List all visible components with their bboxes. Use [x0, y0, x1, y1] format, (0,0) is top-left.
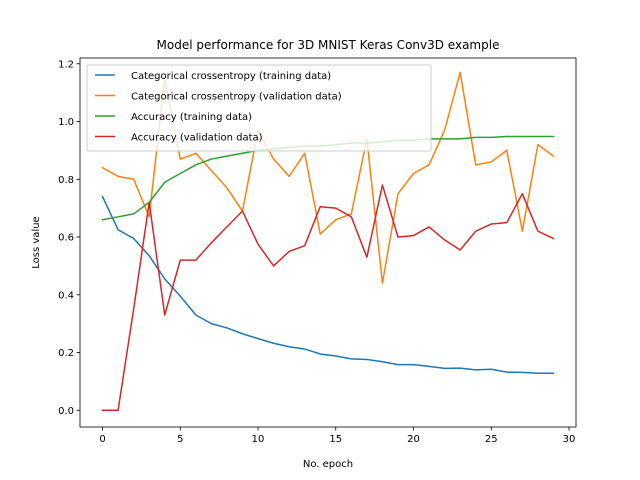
y-tick-label: 0.2: [58, 348, 74, 359]
x-tick-label: 20: [407, 434, 420, 445]
x-tick-label: 15: [329, 434, 342, 445]
y-tick-label: 0.0: [58, 406, 74, 417]
x-axis: 0 5 10 15 20 25 30: [99, 427, 575, 445]
x-tick-label: 0: [99, 434, 105, 445]
x-tick-label: 25: [485, 434, 498, 445]
y-tick-label: 0.6: [58, 233, 74, 244]
y-axis: 0.0 0.2 0.4 0.6 0.8 1.0 1.2: [58, 59, 80, 417]
x-tick-label: 10: [252, 434, 265, 445]
legend-label-2: Categorical crossentropy (validation dat…: [131, 92, 342, 103]
x-tick-label: 30: [563, 434, 576, 445]
y-tick-label: 1.2: [58, 59, 74, 70]
series-line-1: [101, 195, 555, 375]
x-axis-title: No. epoch: [303, 459, 353, 470]
y-tick-label: 0.8: [58, 175, 74, 186]
legend-label-1: Categorical crossentropy (training data): [131, 71, 331, 82]
legend-label-3: Accuracy (training data): [131, 112, 252, 123]
y-tick-label: 0.4: [58, 290, 74, 301]
series-line-4: [101, 184, 555, 411]
y-axis-title: Loss value: [31, 216, 42, 268]
legend-label-4: Accuracy (validation data): [131, 133, 263, 144]
y-tick-label: 1.0: [58, 117, 74, 128]
legend: Categorical crossentropy (training data)…: [86, 64, 432, 152]
x-tick-label: 5: [177, 434, 183, 445]
plot-frame: [79, 57, 577, 428]
legend-box: [86, 64, 432, 152]
chart-title: Model performance for 3D MNIST Keras Con…: [157, 38, 500, 52]
